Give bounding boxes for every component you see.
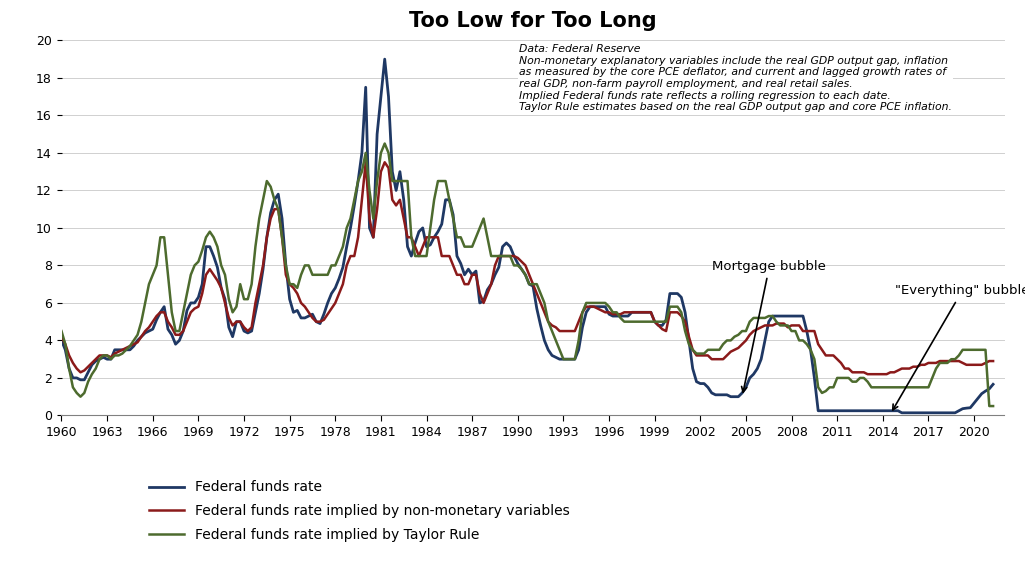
Federal funds rate implied by non-monetary variables — [409, 243, 421, 250]
Federal funds rate — [565, 355, 577, 363]
Federal funds rate implied by Taylor Rule — [440, 178, 452, 185]
Text: Data: Federal Reserve
Non-monetary explanatory variables include the real GDP ou: Data: Federal Reserve Non-monetary expla… — [519, 44, 952, 112]
Federal funds rate implied by Taylor Rule — [987, 403, 999, 410]
Federal funds rate implied by non-monetary variables — [861, 371, 873, 378]
Federal funds rate implied by Taylor Rule — [378, 140, 391, 147]
Line: Federal funds rate: Federal funds rate — [62, 59, 993, 413]
Federal funds rate — [409, 239, 421, 246]
Text: "Everything" bubble: "Everything" bubble — [893, 284, 1025, 410]
Federal funds rate implied by non-monetary variables — [763, 322, 775, 329]
Federal funds rate — [440, 196, 452, 203]
Federal funds rate implied by non-monetary variables — [968, 361, 980, 368]
Federal funds rate implied by non-monetary variables — [116, 346, 128, 353]
Line: Federal funds rate implied by non-monetary variables: Federal funds rate implied by non-moneta… — [62, 162, 993, 374]
Federal funds rate implied by non-monetary variables — [360, 159, 372, 166]
Federal funds rate implied by non-monetary variables — [55, 334, 68, 340]
Federal funds rate — [116, 346, 128, 353]
Federal funds rate — [763, 319, 775, 325]
Federal funds rate implied by Taylor Rule — [965, 346, 977, 353]
Federal funds rate — [55, 337, 68, 344]
Federal funds rate — [896, 409, 908, 416]
Federal funds rate implied by Taylor Rule — [763, 313, 775, 320]
Title: Too Low for Too Long: Too Low for Too Long — [409, 10, 657, 31]
Federal funds rate — [968, 400, 980, 407]
Federal funds rate — [987, 381, 999, 388]
Federal funds rate — [378, 55, 391, 62]
Federal funds rate implied by Taylor Rule — [565, 355, 577, 363]
Federal funds rate implied by Taylor Rule — [116, 350, 128, 357]
Legend: Federal funds rate, Federal funds rate implied by non-monetary variables, Federa: Federal funds rate, Federal funds rate i… — [144, 475, 576, 548]
Federal funds rate implied by non-monetary variables — [440, 253, 452, 260]
Federal funds rate implied by non-monetary variables — [987, 358, 999, 365]
Line: Federal funds rate implied by Taylor Rule: Federal funds rate implied by Taylor Rul… — [62, 144, 993, 406]
Federal funds rate implied by Taylor Rule — [983, 403, 995, 410]
Federal funds rate implied by Taylor Rule — [55, 328, 68, 335]
Federal funds rate implied by non-monetary variables — [565, 328, 577, 335]
Federal funds rate implied by Taylor Rule — [409, 253, 421, 260]
Text: Mortgage bubble: Mortgage bubble — [712, 260, 826, 392]
